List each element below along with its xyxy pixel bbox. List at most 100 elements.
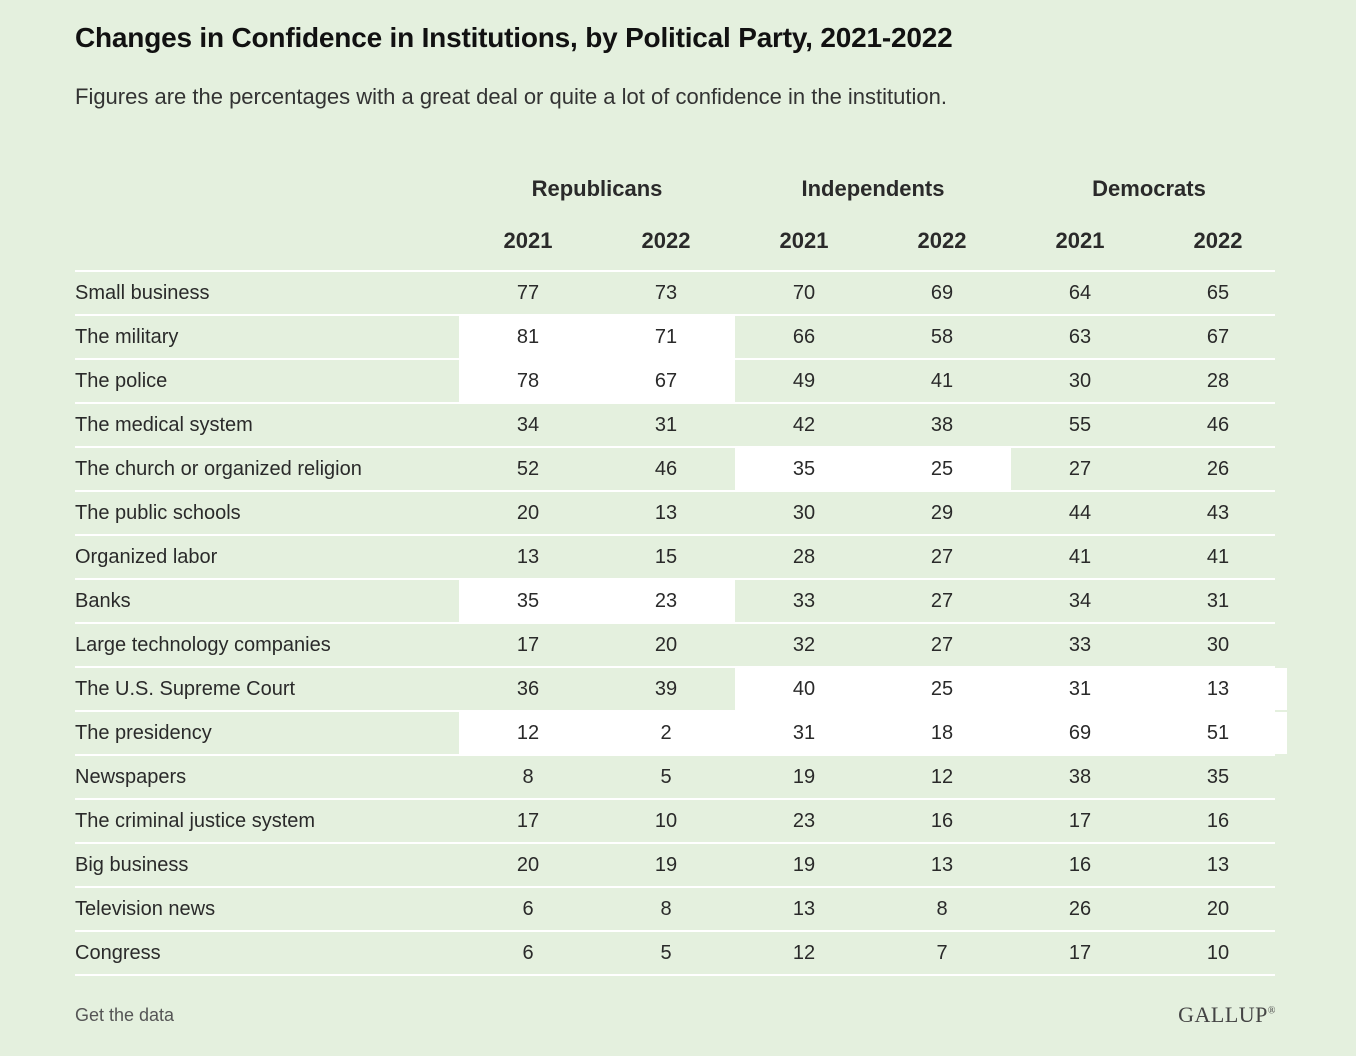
value-republicans-2021: 20 [516, 502, 540, 524]
value-republicans-2022: 8 [660, 898, 672, 920]
year-header-independents-2022: 2022 [917, 228, 967, 253]
table-row: The church or organized religion 52 46 35 25… [75, 448, 1275, 492]
chart-subtitle: Figures are the percentages with a great… [75, 84, 947, 109]
value-republicans-2022: 2 [660, 722, 672, 744]
value-democrats-2021: 26 [1068, 898, 1092, 920]
institution-name: The criminal justice system [75, 810, 316, 832]
value-democrats-2021: 69 [1068, 722, 1092, 744]
group-header-independents: Independents [801, 176, 945, 201]
value-republicans-2022: 71 [654, 326, 678, 348]
table-row: Banks 35 23 33 27 34 31 [75, 580, 1275, 624]
value-independents-2022: 16 [930, 810, 954, 832]
table-row: Television news 6 8 13 8 26 20 [75, 888, 1275, 932]
get-the-data-link[interactable]: Get the data [75, 1005, 175, 1025]
value-democrats-2022: 46 [1206, 414, 1230, 436]
value-democrats-2022: 41 [1206, 546, 1230, 568]
value-democrats-2021: 63 [1068, 326, 1092, 348]
table-row: Big business 20 19 19 13 16 13 [75, 844, 1275, 888]
value-democrats-2021: 44 [1068, 502, 1092, 524]
value-democrats-2022: 26 [1206, 458, 1230, 480]
value-independents-2021: 19 [792, 854, 816, 876]
institution-name: The public schools [75, 502, 241, 524]
value-republicans-2021: 20 [516, 854, 540, 876]
value-independents-2021: 28 [792, 546, 816, 568]
value-republicans-2021: 17 [516, 634, 540, 656]
value-republicans-2021: 6 [522, 942, 534, 964]
value-republicans-2021: 12 [516, 722, 540, 744]
value-democrats-2022: 13 [1206, 854, 1230, 876]
value-republicans-2022: 10 [654, 810, 678, 832]
group-header-democrats: Democrats [1092, 176, 1206, 201]
value-democrats-2022: 30 [1206, 634, 1230, 656]
value-independents-2022: 27 [930, 546, 954, 568]
value-republicans-2021: 6 [522, 898, 534, 920]
value-democrats-2022: 67 [1206, 326, 1230, 348]
highlight-democrats [1011, 668, 1287, 710]
value-republicans-2022: 73 [654, 282, 678, 304]
value-independents-2021: 12 [792, 942, 816, 964]
value-republicans-2022: 46 [654, 458, 678, 480]
value-democrats-2022: 31 [1206, 590, 1230, 612]
value-democrats-2022: 43 [1206, 502, 1230, 524]
value-republicans-2022: 67 [654, 370, 678, 392]
highlight-republicans [459, 316, 735, 358]
value-democrats-2022: 28 [1206, 370, 1230, 392]
value-independents-2021: 40 [792, 678, 816, 700]
group-header-republicans: Republicans [531, 176, 663, 201]
institution-name: The church or organized religion [75, 458, 362, 480]
year-header-democrats-2021: 2021 [1055, 228, 1105, 253]
highlight-republicans [459, 580, 735, 622]
value-republicans-2021: 52 [516, 458, 540, 480]
value-republicans-2021: 34 [516, 414, 540, 436]
table-row: The police 78 67 49 41 30 28 [75, 360, 1275, 404]
institution-name: The military [75, 326, 179, 348]
value-independents-2021: 49 [792, 370, 816, 392]
value-republicans-2021: 81 [516, 326, 540, 348]
value-independents-2021: 70 [792, 282, 816, 304]
value-independents-2022: 27 [930, 634, 954, 656]
institution-name: Newspapers [75, 766, 187, 788]
institution-name: The medical system [75, 414, 253, 436]
table-row: The military 81 71 66 58 63 67 [75, 316, 1275, 360]
value-democrats-2022: 35 [1206, 766, 1230, 788]
table-row: The medical system 34 31 42 38 55 46 [75, 404, 1275, 448]
value-republicans-2021: 35 [516, 590, 540, 612]
table-row: Congress 6 5 12 7 17 10 [75, 932, 1275, 976]
table-row: The U.S. Supreme Court 36 39 40 25 31 13 [75, 668, 1287, 712]
highlight-independents [735, 448, 1011, 490]
value-democrats-2021: 55 [1068, 414, 1092, 436]
value-democrats-2022: 13 [1206, 678, 1230, 700]
value-republicans-2022: 23 [654, 590, 678, 612]
table-row: The presidency 12 2 31 18 69 51 [75, 712, 1287, 756]
value-democrats-2021: 38 [1068, 766, 1092, 788]
value-republicans-2022: 15 [654, 546, 678, 568]
institution-name: Television news [75, 898, 216, 920]
table-row: The public schools 20 13 30 29 44 43 [75, 492, 1275, 536]
value-independents-2021: 32 [792, 634, 816, 656]
table-row: Small business 77 73 70 69 64 65 [75, 272, 1275, 316]
value-independents-2022: 41 [930, 370, 954, 392]
value-independents-2021: 33 [792, 590, 816, 612]
value-independents-2022: 13 [930, 854, 954, 876]
table-row: Organized labor 13 15 28 27 41 41 [75, 536, 1275, 580]
institution-name: Big business [75, 854, 189, 876]
value-independents-2022: 69 [930, 282, 954, 304]
value-republicans-2022: 5 [660, 766, 672, 788]
value-republicans-2021: 8 [522, 766, 534, 788]
value-independents-2022: 18 [930, 722, 954, 744]
value-independents-2022: 38 [930, 414, 954, 436]
value-independents-2021: 23 [792, 810, 816, 832]
value-independents-2021: 19 [792, 766, 816, 788]
institution-name: Small business [75, 282, 210, 304]
value-independents-2022: 12 [930, 766, 954, 788]
value-republicans-2021: 36 [516, 678, 540, 700]
highlight-democrats [1011, 712, 1287, 754]
value-democrats-2021: 41 [1068, 546, 1092, 568]
value-independents-2022: 8 [936, 898, 948, 920]
institution-name: Large technology companies [75, 634, 331, 656]
institution-name: The presidency [75, 722, 212, 744]
year-header-republicans-2022: 2022 [641, 228, 691, 253]
value-republicans-2022: 5 [660, 942, 672, 964]
value-independents-2021: 35 [792, 458, 816, 480]
value-democrats-2021: 17 [1068, 942, 1092, 964]
